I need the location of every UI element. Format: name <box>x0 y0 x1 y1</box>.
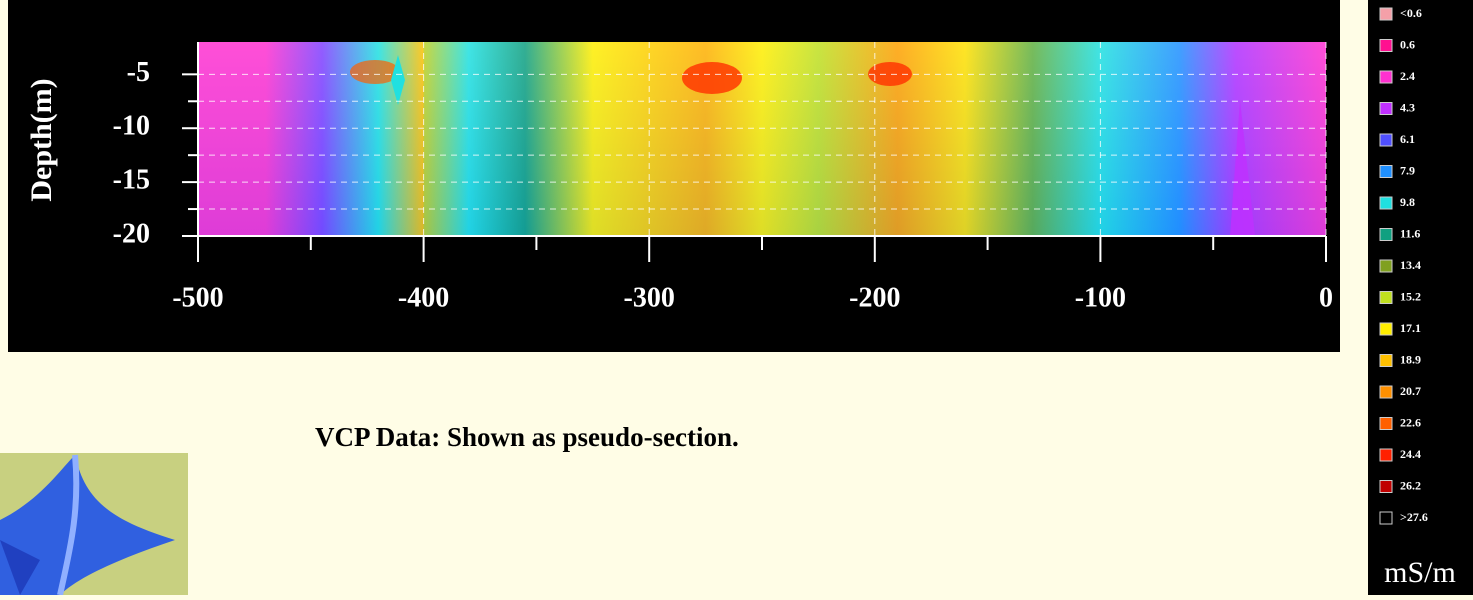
legend-label: 20.7 <box>1400 384 1421 398</box>
contour-spot <box>350 60 400 84</box>
legend-label: 9.8 <box>1400 195 1415 209</box>
legend-label: 15.2 <box>1400 289 1421 303</box>
contour-spot <box>391 55 405 105</box>
legend-label: 0.6 <box>1400 37 1415 51</box>
legend-swatch <box>1379 102 1393 115</box>
legend-label: 13.4 <box>1400 258 1421 272</box>
legend-label: 18.9 <box>1400 352 1421 366</box>
thumbnail <box>0 453 188 596</box>
legend-swatch <box>1379 322 1393 336</box>
legend-label: 17.1 <box>1400 321 1421 335</box>
legend-label: 7.9 <box>1400 163 1415 177</box>
legend-swatch <box>1379 39 1393 52</box>
legend-label: 2.4 <box>1400 69 1415 83</box>
legend-swatch <box>1379 7 1393 21</box>
y-tick-label: -20 <box>113 218 150 249</box>
legend-label: 11.6 <box>1400 226 1420 240</box>
x-tick-label: -400 <box>398 282 449 313</box>
legend-swatch <box>1379 196 1393 210</box>
legend-swatch <box>1379 511 1393 525</box>
legend-swatch <box>1379 259 1393 273</box>
legend-label: 4.3 <box>1400 100 1415 114</box>
legend-swatch <box>1379 228 1393 241</box>
contour-spot <box>868 62 912 86</box>
legend-swatch <box>1379 70 1393 84</box>
legend-swatch <box>1379 133 1393 147</box>
legend-unit: mS/m <box>1384 556 1456 589</box>
legend-label: 26.2 <box>1400 478 1421 492</box>
x-tick-label: -300 <box>624 282 675 313</box>
legend-swatch <box>1379 291 1393 304</box>
y-axis-label: Depth(m) <box>25 78 58 201</box>
y-tick-label: -15 <box>113 165 150 196</box>
x-tick-label: -500 <box>172 282 223 313</box>
caption: VCP Data: Shown as pseudo-section. <box>315 422 739 452</box>
legend-swatch <box>1379 165 1393 178</box>
x-tick-label: 0 <box>1319 282 1333 313</box>
legend-swatch <box>1379 385 1393 399</box>
legend-label: 22.6 <box>1400 415 1421 429</box>
legend-label: 6.1 <box>1400 132 1415 146</box>
legend-swatch <box>1379 417 1393 430</box>
contour-spot <box>1230 100 1255 236</box>
legend-swatch <box>1379 354 1393 367</box>
x-tick-label: -100 <box>1075 282 1126 313</box>
y-tick-label: -10 <box>113 111 150 142</box>
legend-swatch <box>1379 480 1393 493</box>
contour-spot <box>682 62 742 94</box>
contour-plot <box>198 42 1326 236</box>
legend-swatch <box>1379 448 1393 462</box>
x-tick-label: -200 <box>849 282 900 313</box>
y-tick-label: -5 <box>127 57 150 88</box>
legend-label: <0.6 <box>1400 6 1422 20</box>
legend-label: 24.4 <box>1400 447 1421 461</box>
legend-label: >27.6 <box>1400 510 1428 524</box>
